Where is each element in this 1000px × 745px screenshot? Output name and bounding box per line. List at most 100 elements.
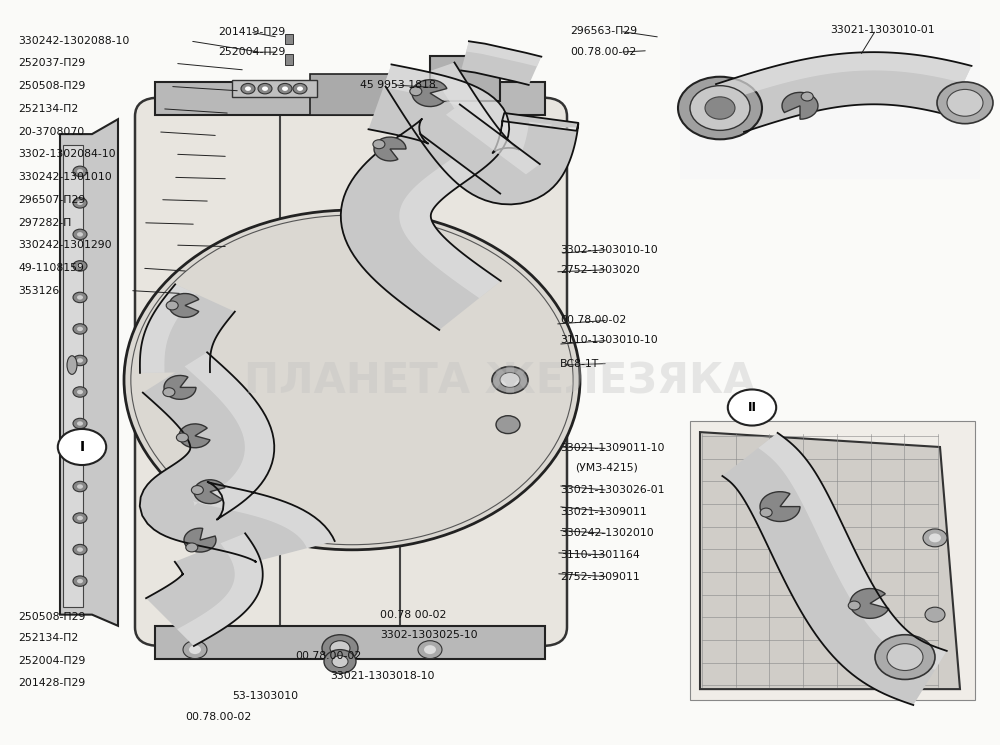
Circle shape [124, 210, 580, 550]
Circle shape [189, 645, 201, 654]
Text: 2752-1303020: 2752-1303020 [560, 264, 640, 275]
Circle shape [929, 533, 941, 542]
Bar [160, 119, 540, 626]
Circle shape [937, 82, 993, 124]
Circle shape [73, 355, 87, 366]
Circle shape [73, 261, 87, 271]
Bar [680, 30, 980, 179]
Circle shape [373, 140, 385, 149]
Text: 3302-1303025-10: 3302-1303025-10 [380, 630, 478, 640]
Wedge shape [194, 480, 225, 504]
Circle shape [324, 650, 356, 673]
Text: 252004-П29: 252004-П29 [18, 656, 85, 666]
Bar [310, 74, 390, 115]
Wedge shape [169, 294, 199, 317]
Text: 296563-П29: 296563-П29 [570, 26, 637, 37]
Circle shape [887, 644, 923, 670]
Text: 00.78.00-02: 00.78.00-02 [560, 315, 626, 326]
Circle shape [58, 429, 106, 465]
Bar [285, 34, 293, 44]
Bar [430, 56, 500, 101]
Text: 53-1303010: 53-1303010 [232, 691, 298, 701]
Bar [155, 626, 545, 659]
Circle shape [77, 453, 83, 457]
Circle shape [77, 295, 83, 299]
Text: 33021-1309011-10: 33021-1309011-10 [560, 443, 664, 454]
Polygon shape [60, 119, 118, 626]
Text: 252004-П29: 252004-П29 [218, 47, 285, 57]
Text: 330242-1302088-10: 330242-1302088-10 [18, 36, 129, 46]
Text: 252134-П2: 252134-П2 [18, 104, 78, 114]
Text: 33021-1303018-10: 33021-1303018-10 [330, 670, 434, 681]
Polygon shape [430, 63, 578, 168]
Circle shape [73, 387, 87, 397]
Circle shape [848, 601, 860, 610]
Text: 00.78.00-02: 00.78.00-02 [570, 47, 636, 57]
Polygon shape [700, 432, 960, 689]
Circle shape [176, 433, 188, 442]
Circle shape [705, 97, 735, 119]
Circle shape [278, 83, 292, 94]
Text: 297282-П: 297282-П [18, 218, 71, 228]
Text: 00.78.00-02: 00.78.00-02 [185, 711, 251, 722]
Circle shape [492, 367, 528, 393]
Wedge shape [164, 375, 196, 399]
Circle shape [690, 86, 750, 130]
Circle shape [73, 513, 87, 523]
Polygon shape [155, 115, 545, 630]
Text: 252037-П29: 252037-П29 [18, 58, 85, 69]
Polygon shape [758, 433, 947, 670]
Polygon shape [716, 52, 972, 101]
Text: 296507-П29: 296507-П29 [18, 194, 85, 205]
Circle shape [163, 387, 175, 396]
Circle shape [241, 83, 255, 94]
Wedge shape [782, 92, 818, 119]
Circle shape [73, 576, 87, 586]
Polygon shape [177, 533, 263, 646]
Text: II: II [748, 401, 757, 414]
Circle shape [73, 324, 87, 335]
Wedge shape [179, 424, 210, 448]
Circle shape [77, 579, 83, 583]
Circle shape [293, 83, 307, 94]
Text: 330242-1301290: 330242-1301290 [18, 240, 112, 250]
Polygon shape [466, 41, 541, 66]
Circle shape [332, 656, 348, 668]
Wedge shape [850, 589, 889, 618]
Circle shape [875, 635, 935, 679]
Text: 45 9953 1818: 45 9953 1818 [360, 80, 436, 90]
Circle shape [191, 486, 203, 495]
Circle shape [282, 86, 288, 91]
Polygon shape [716, 52, 972, 132]
Circle shape [760, 508, 772, 517]
Circle shape [322, 635, 358, 662]
Circle shape [496, 416, 520, 434]
Polygon shape [341, 64, 509, 330]
Circle shape [925, 607, 945, 622]
Circle shape [77, 232, 83, 237]
Polygon shape [420, 104, 540, 194]
Text: 201419-П29: 201419-П29 [218, 27, 285, 37]
Polygon shape [140, 285, 196, 372]
Circle shape [77, 200, 83, 205]
Circle shape [424, 645, 436, 654]
Circle shape [73, 418, 87, 428]
Circle shape [245, 86, 251, 91]
Circle shape [297, 86, 303, 91]
Polygon shape [446, 104, 540, 174]
Polygon shape [383, 64, 509, 298]
Circle shape [678, 77, 762, 139]
Bar [285, 54, 293, 65]
Wedge shape [412, 80, 447, 107]
Text: ПЛАНЕТА ЖЕЛЕЗЯКА: ПЛАНЕТА ЖЕЛЕЗЯКА [244, 361, 756, 402]
Polygon shape [140, 285, 235, 372]
Polygon shape [386, 63, 578, 204]
Circle shape [77, 548, 83, 552]
Circle shape [73, 450, 87, 460]
Circle shape [77, 169, 83, 174]
Text: 353126: 353126 [18, 285, 59, 296]
Circle shape [183, 641, 207, 659]
Circle shape [77, 484, 83, 489]
Circle shape [801, 92, 813, 101]
Polygon shape [185, 352, 335, 548]
